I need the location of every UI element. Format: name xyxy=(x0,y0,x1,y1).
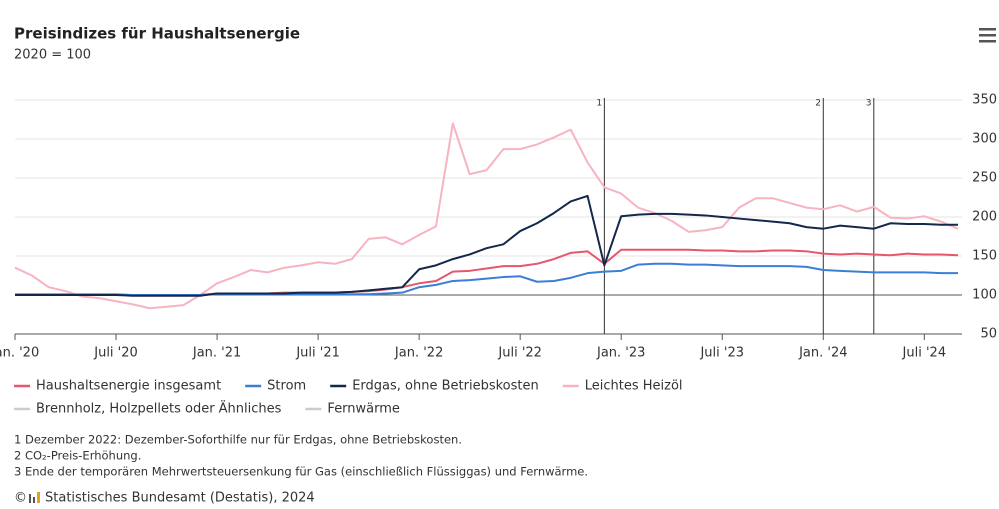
source: Statistisches Bundesamt (Destatis), 2024 xyxy=(45,491,315,506)
legend-label[interactable]: Leichtes Heizöl xyxy=(585,379,683,394)
copyright: © xyxy=(14,491,27,506)
annotation-label: 3 xyxy=(866,99,872,109)
x-tick-label: Jan. '22 xyxy=(394,346,443,361)
legend-label[interactable]: Fernwärme xyxy=(327,402,400,417)
footnote: 2 CO₂-Preis-Erhöhung. xyxy=(14,449,141,463)
y-tick-label: 100 xyxy=(972,288,997,303)
annotation-label: 1 xyxy=(596,99,602,109)
chart-title: Preisindizes für Haushaltsenergie xyxy=(14,25,300,43)
series-line xyxy=(15,194,958,297)
x-tick-label: Juli '23 xyxy=(699,346,744,361)
logo xyxy=(29,492,40,503)
chart-subtitle: 2020 = 100 xyxy=(14,48,91,63)
menu-icon[interactable] xyxy=(979,28,996,43)
x-tick-label: Juli '24 xyxy=(902,346,947,361)
x-tick-label: Jan. '21 xyxy=(192,346,241,361)
x-tick-label: Jan. '23 xyxy=(596,346,645,361)
series-line xyxy=(14,122,959,310)
legend-label[interactable]: Erdgas, ohne Betriebskosten xyxy=(352,379,539,394)
legend-label[interactable]: Brennholz, Holzpellets oder Ähnliches xyxy=(36,401,282,417)
x-tick-label: Juli '22 xyxy=(497,346,542,361)
x-tick-label: Juli '21 xyxy=(295,346,340,361)
footnote: 3 Ende der temporären Mehrwertsteuersenk… xyxy=(14,465,588,479)
annotation-label: 2 xyxy=(815,99,821,109)
x-tick-label: Juli '20 xyxy=(93,346,138,361)
footnote: 1 Dezember 2022: Dezember-Soforthilfe nu… xyxy=(14,433,462,447)
legend-label[interactable]: Haushaltsenergie insgesamt xyxy=(36,379,221,394)
series-line xyxy=(15,248,959,296)
legend-label[interactable]: Strom xyxy=(267,379,306,394)
y-tick-label: 250 xyxy=(972,171,997,186)
y-tick-label: 150 xyxy=(972,249,997,264)
y-tick-label: 50 xyxy=(980,327,997,342)
x-tick-label: Jan. '20 xyxy=(0,346,39,361)
y-tick-label: 200 xyxy=(972,210,997,225)
y-tick-label: 350 xyxy=(972,93,997,108)
x-tick-label: Jan. '24 xyxy=(798,346,847,361)
y-tick-label: 300 xyxy=(972,132,997,147)
